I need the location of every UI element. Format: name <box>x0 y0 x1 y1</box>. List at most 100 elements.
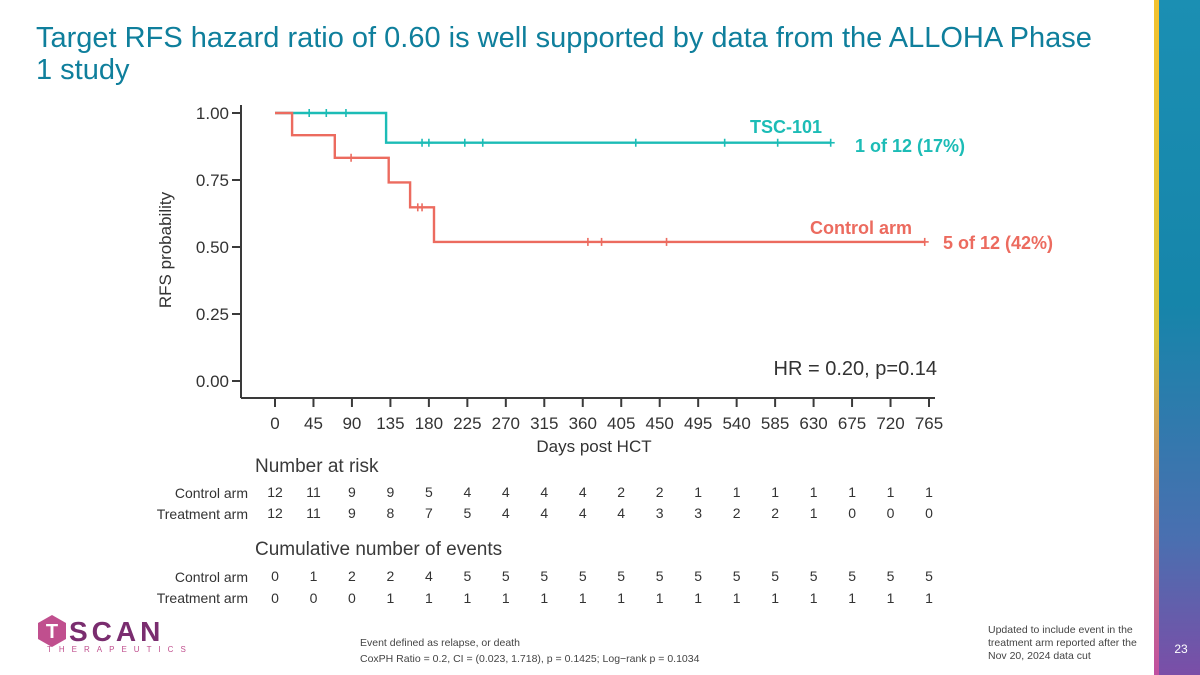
table-cell: 2 <box>347 568 356 584</box>
x-tick-label: 585 <box>761 414 789 433</box>
at-risk-treatment-label: Treatment arm <box>156 506 248 522</box>
table-cell: 1 <box>694 590 703 606</box>
table-cell: 4 <box>617 505 626 521</box>
censor-mark <box>773 138 782 147</box>
table-cell: 1 <box>771 484 779 500</box>
table-cell: 3 <box>655 505 664 521</box>
table-cell: 1 <box>886 590 895 606</box>
table-cell: 2 <box>771 505 779 521</box>
table-cell: 5 <box>424 484 433 500</box>
censor-mark <box>631 138 640 147</box>
censor-mark <box>478 138 487 147</box>
table-cell: 0 <box>309 590 318 606</box>
y-tick-label: 0.25 <box>196 305 229 324</box>
censor-mark <box>418 203 427 212</box>
y-tick-label: 0.00 <box>196 372 229 391</box>
series-end-label: 1 of 12 (17%) <box>855 136 965 156</box>
table-cell: 4 <box>463 484 472 500</box>
at-risk-control-label: Control arm <box>174 485 248 501</box>
table-cell: 4 <box>540 484 549 500</box>
x-tick-label: 675 <box>838 414 866 433</box>
x-tick-label: 720 <box>876 414 904 433</box>
logo-letter: T <box>46 621 58 643</box>
x-tick-label: 765 <box>915 414 943 433</box>
censor-mark <box>347 153 356 162</box>
footnote-line-1: Event defined as relapse, or death <box>360 637 520 649</box>
table-cell: 4 <box>578 484 587 500</box>
table-cell: 1 <box>732 484 741 500</box>
table-cell: 1 <box>886 484 895 500</box>
table-cell: 5 <box>732 568 741 584</box>
chart-labels: 0.00 0.25 0.50 0.75 1.00 0 45 90 135 180 225 270 315… <box>156 104 1053 456</box>
x-tick-label: 315 <box>530 414 558 433</box>
table-cell: 5 <box>694 568 703 584</box>
table-cell: 0 <box>347 590 356 606</box>
y-tick-label: 1.00 <box>196 104 229 123</box>
x-tick-label: 450 <box>646 414 674 433</box>
side-accent-strip <box>1154 0 1159 675</box>
table-cell: 1 <box>848 484 856 500</box>
tscan-logo: T SCAN THERAPEUTICS <box>35 614 186 664</box>
x-tick-label: 90 <box>342 414 361 433</box>
censor-mark <box>341 109 350 117</box>
hazard-ratio-annotation: HR = 0.20, p=0.14 <box>774 358 937 380</box>
page-number: 23 <box>1174 642 1188 656</box>
table-cell: 0 <box>271 568 279 584</box>
x-tick-label: 180 <box>415 414 443 433</box>
table-cell: 1 <box>809 505 818 521</box>
censor-mark <box>920 237 929 246</box>
table-cell: 5 <box>925 568 933 584</box>
table-cell: 2 <box>732 505 741 521</box>
table-cell: 1 <box>925 590 933 606</box>
y-tick-label: 0.50 <box>196 238 229 257</box>
table-cell: 9 <box>347 505 356 521</box>
logo-wordmark: SCAN <box>69 616 165 647</box>
x-tick-label: 225 <box>453 414 481 433</box>
table-cell: 1 <box>809 484 818 500</box>
x-tick-label: 405 <box>607 414 635 433</box>
table-cell: 5 <box>617 568 626 584</box>
table-cell: 11 <box>306 484 321 500</box>
censor-mark <box>597 237 606 246</box>
table-cell: 5 <box>848 568 856 584</box>
table-cell: 1 <box>463 590 472 606</box>
update-note: Updated to include event in the treatmen… <box>988 624 1137 662</box>
censor-mark <box>322 109 331 117</box>
table-cell: 4 <box>501 505 510 521</box>
table-cell: 1 <box>501 590 510 606</box>
table-cell: 5 <box>540 568 549 584</box>
footnote-line-2: CoxPH Ratio = 0.2, CI = (0.023, 1.718), … <box>360 653 700 665</box>
x-tick-label: 360 <box>569 414 597 433</box>
cumulative-events-title: Cumulative number of events <box>255 539 503 560</box>
table-cell: 1 <box>424 590 433 606</box>
table-cell: 11 <box>306 505 321 521</box>
table-cell: 4 <box>501 484 510 500</box>
series-name-label: Control arm <box>810 218 912 238</box>
table-cell: 4 <box>424 568 433 584</box>
table-cell: 12 <box>267 484 283 500</box>
table-cell: 0 <box>925 505 933 521</box>
x-axis-title: Days post HCT <box>536 437 651 456</box>
table-cell: 1 <box>732 590 741 606</box>
censor-mark <box>460 138 469 147</box>
table-cell: 1 <box>386 590 395 606</box>
table-cell: 5 <box>463 568 472 584</box>
series-end-label: 5 of 12 (42%) <box>943 233 1053 253</box>
table-cell: 1 <box>694 484 703 500</box>
series-line-1 <box>275 111 925 244</box>
table-cell: 5 <box>886 568 895 584</box>
table-cell: 1 <box>617 590 626 606</box>
table-cell: 8 <box>386 505 395 521</box>
censor-mark <box>583 237 592 246</box>
table-cell: 5 <box>501 568 510 584</box>
table-cell: 1 <box>925 484 933 500</box>
events-control-label: Control arm <box>174 569 248 585</box>
table-cell: 1 <box>309 568 318 584</box>
table-cell: 4 <box>540 505 549 521</box>
number-at-risk-title: Number at risk <box>255 456 379 477</box>
x-tick-label: 270 <box>492 414 520 433</box>
logo-subtext: THERAPEUTICS <box>47 645 193 654</box>
table-cell: 5 <box>463 505 472 521</box>
table-cell: 1 <box>848 590 856 606</box>
table-cell: 1 <box>578 590 587 606</box>
